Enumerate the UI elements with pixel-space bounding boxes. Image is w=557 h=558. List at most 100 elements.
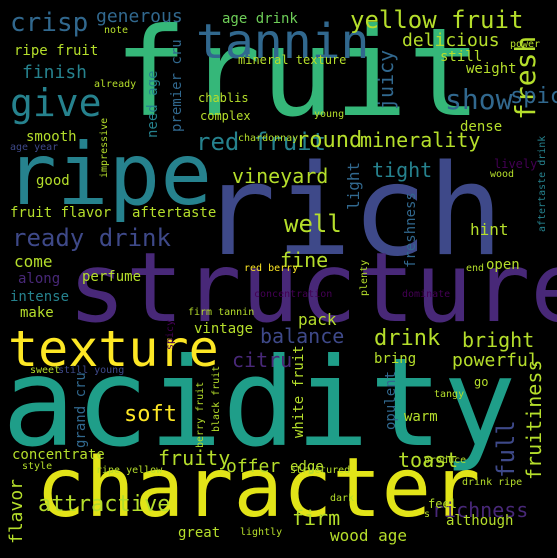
word-ripe: ripe — [5, 125, 213, 225]
word-berry-fruit: berry fruit — [195, 381, 206, 448]
word-finish: finish — [22, 62, 88, 83]
word-fine: fine — [280, 248, 329, 272]
word-tangy: tangy — [434, 389, 465, 400]
word-along: along — [18, 271, 61, 287]
word-weight: weight — [466, 61, 517, 77]
word-ripe-fruit: ripe fruit — [14, 43, 99, 59]
word-citru: citru — [232, 348, 293, 372]
word-vineyard: vineyard — [232, 164, 329, 188]
word-well: well — [284, 210, 342, 238]
word-delicious: delicious — [402, 30, 500, 51]
word-toast: toast — [398, 448, 459, 472]
word-drink-ripe: drink ripe — [462, 477, 523, 488]
word-round: round — [296, 128, 363, 153]
word-come: come — [14, 252, 53, 271]
word-feel: feel — [428, 497, 457, 511]
word-vintage: vintage — [194, 321, 254, 337]
word-young: young — [314, 109, 345, 120]
word-rich: rich — [200, 137, 504, 284]
word-aftertaste-drink: aftertaste drink — [537, 135, 548, 232]
word-premier-cru: premier cru — [169, 39, 185, 132]
word-although: although — [446, 513, 514, 529]
word-bring: bring — [374, 351, 417, 367]
word-need-age: need age — [145, 70, 161, 138]
word-impressive: impressive — [99, 117, 110, 178]
word-bright: bright — [462, 328, 535, 352]
word-red-fruit: red fruit — [196, 128, 327, 156]
word-dense: dense — [460, 119, 503, 135]
word-balance: balance — [260, 324, 345, 348]
word-already: already — [94, 79, 137, 90]
word-hint: hint — [470, 220, 509, 239]
word-attractive: attractive — [38, 492, 171, 517]
word-lightly: lightly — [240, 527, 283, 538]
word-good: good — [36, 173, 70, 189]
word-s: s — [424, 509, 431, 520]
word-pack: pack — [298, 310, 337, 329]
word-spice: spice — [510, 84, 557, 109]
word-complex: complex — [200, 109, 251, 123]
word-produce: produce — [424, 455, 467, 466]
word-acidity: acidity — [2, 332, 517, 474]
word-mineral-texture: mineral texture — [238, 53, 347, 67]
word-fruitiness: fruitiness — [522, 359, 546, 480]
word-juicy: juicy — [374, 49, 398, 110]
word-spicy: spicy — [165, 319, 176, 350]
word-full: full — [492, 420, 520, 478]
word-go: go — [474, 375, 489, 389]
word-dominate: dominate — [402, 289, 451, 300]
word-perfume: perfume — [82, 269, 142, 285]
word-firm-tannin: firm tannin — [188, 307, 255, 318]
word-warm: warm — [404, 409, 438, 425]
word-drink: drink — [374, 326, 441, 351]
word-richness: richness — [432, 498, 529, 522]
word-chardonnay: chardonnay — [238, 133, 299, 144]
word-wood-age: wood age — [330, 526, 408, 545]
word-soft: soft — [124, 402, 177, 427]
word-give: give — [10, 81, 102, 125]
word-fruit: fruit — [114, 2, 482, 144]
word-note: note — [104, 25, 129, 36]
word-ripe-yellow: ripe yellow — [96, 465, 163, 476]
word-aftertaste: aftertaste — [132, 205, 217, 221]
word-grand-cru: grand cru — [73, 372, 89, 448]
word-intense: intense — [10, 289, 70, 305]
word-style: style — [22, 461, 53, 472]
word-great: great — [178, 525, 221, 541]
word-opulent: opulent — [383, 370, 399, 430]
word-plenty: plenty — [359, 259, 370, 296]
word-structure: structure — [68, 232, 557, 344]
word-texture: texture — [8, 320, 219, 378]
word-dark: dark — [330, 493, 355, 504]
word-light: light — [344, 161, 363, 210]
word-offer: offer — [226, 456, 281, 477]
word-character: character — [36, 441, 481, 536]
word-concentrate: concentrate — [12, 447, 105, 463]
word-make: make — [20, 305, 54, 321]
word-still: still — [440, 49, 483, 65]
word-age-drink: age drink — [222, 11, 298, 27]
word-crisp: crisp — [10, 8, 89, 38]
word-white-fruit: white fruit — [291, 345, 307, 438]
word-yellow-fruit: yellow fruit — [350, 6, 524, 34]
word-smooth: smooth — [26, 129, 77, 145]
word-minerality: minerality — [360, 128, 481, 152]
word-still-young: still young — [58, 365, 125, 376]
word-fruity: fruity — [158, 446, 231, 470]
word-sweet: sweet — [30, 365, 61, 376]
word-black-fruit: black fruit — [211, 365, 222, 432]
word-generous: generous — [96, 6, 183, 27]
word-show: show — [445, 83, 513, 116]
word-edge: edge — [290, 459, 324, 475]
word-firm: firm — [292, 506, 341, 530]
word-lively: lively — [494, 157, 538, 171]
word-tannin: tannin — [196, 14, 370, 70]
word-power: power — [510, 39, 541, 50]
word-wood: wood — [490, 169, 515, 180]
word-age-year: age year — [10, 142, 59, 153]
word-open: open — [486, 257, 520, 273]
word-structured: structured — [290, 465, 351, 476]
word-fruit-flavor: fruit flavor — [10, 205, 112, 221]
word-concentration: concentration — [254, 289, 333, 300]
